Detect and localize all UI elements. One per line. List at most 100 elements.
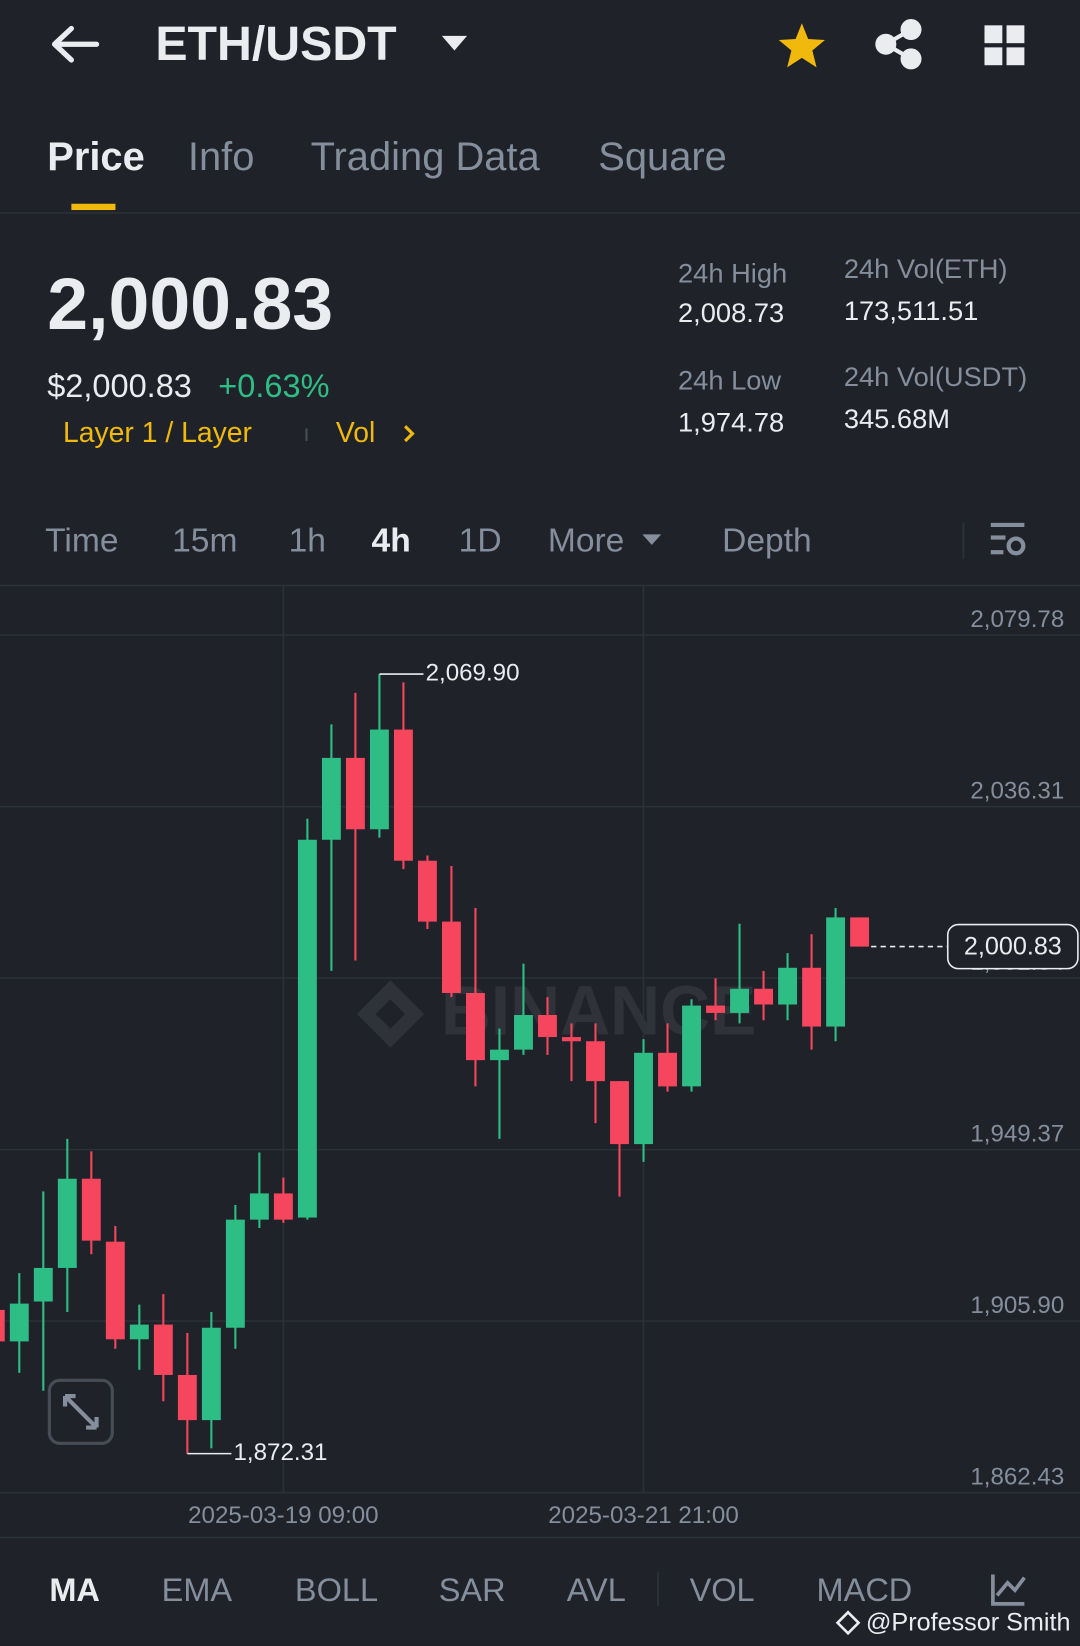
candle-body: [57, 1178, 77, 1268]
tag[interactable]: Vol: [336, 417, 375, 449]
tab[interactable]: Info: [188, 135, 255, 179]
candle-body: [153, 1324, 173, 1375]
indicator-settings[interactable]: [991, 1574, 1026, 1606]
watermark-text: BINANCE: [441, 971, 757, 1049]
separator: [657, 1572, 660, 1606]
candle-body: [754, 988, 774, 1005]
chart-settings[interactable]: [990, 522, 1026, 556]
more-dropdown[interactable]: [642, 534, 662, 545]
y-tick-label: 2,036.31: [970, 777, 1064, 804]
candle-body: [81, 1178, 101, 1241]
interval[interactable]: Depth: [722, 523, 812, 560]
candle-body: [586, 1041, 605, 1082]
candle-body: [538, 1015, 557, 1038]
last-price-box: [946, 923, 1079, 970]
low-label: 1,872.31: [234, 1439, 328, 1466]
indicator[interactable]: AVL: [567, 1572, 626, 1608]
divider: [0, 584, 1080, 587]
interval[interactable]: 1h: [289, 523, 326, 560]
candle-body: [225, 1219, 245, 1328]
candle-body: [249, 1193, 269, 1220]
candle-body: [514, 1015, 533, 1050]
candle-body: [802, 967, 822, 1027]
tag-chevron: [404, 425, 415, 443]
candle-body: [634, 1052, 653, 1145]
expand-button[interactable]: [47, 1378, 114, 1445]
stat-label: 24h High: [678, 257, 787, 288]
candle-body: [33, 1267, 53, 1302]
credit: @Professor Smith: [866, 1608, 1071, 1636]
candle-body: [273, 1193, 293, 1220]
candle-body: [826, 917, 846, 1027]
stat-label: 24h Vol(ETH): [844, 253, 1008, 284]
stat-value: 2,008.73: [678, 297, 784, 328]
candle-body: [466, 992, 485, 1061]
candle-body: [850, 917, 870, 947]
interval[interactable]: More: [548, 523, 625, 560]
price-change: +0.63%: [218, 368, 329, 404]
menu-grid[interactable]: [984, 25, 1025, 66]
x-tick-label: 2025-03-19 09:00: [188, 1502, 378, 1529]
y-tick-label: 1,905.90: [970, 1292, 1064, 1319]
separator: [962, 522, 965, 559]
stat-value: 345.68M: [844, 403, 950, 434]
indicator[interactable]: EMA: [162, 1572, 233, 1608]
candle-body: [562, 1037, 581, 1042]
indicator[interactable]: MACD: [817, 1572, 913, 1608]
stat-label: 24h Vol(USDT): [844, 361, 1027, 392]
candle-body: [345, 757, 365, 830]
candle-body: [441, 921, 461, 993]
candle-body: [321, 757, 341, 840]
high-label: 2,069.90: [426, 659, 520, 686]
candle-body: [730, 988, 749, 1013]
pair-dropdown[interactable]: [441, 35, 468, 51]
candle-body: [201, 1327, 221, 1421]
pair-title[interactable]: ETH/USDT: [155, 17, 396, 71]
stat-label: 24h Low: [678, 364, 781, 395]
tag[interactable]: Layer 1 / Layer: [63, 417, 252, 449]
usd-price: $2,000.83: [47, 368, 192, 404]
back-button[interactable]: [51, 25, 100, 63]
indicator[interactable]: MA: [49, 1572, 100, 1608]
stat-value: 1,974.78: [678, 406, 784, 437]
candle-body: [682, 1005, 701, 1087]
candle-plot: [0, 674, 870, 1454]
y-tick-label: 1,949.37: [970, 1120, 1064, 1147]
tab[interactable]: Trading Data: [311, 135, 541, 179]
tab[interactable]: Price: [47, 135, 145, 179]
share-button[interactable]: [875, 19, 922, 70]
last-price: 2,000.83: [47, 262, 333, 345]
candle-body: [105, 1241, 125, 1340]
candle-body: [129, 1324, 149, 1340]
tab[interactable]: Square: [598, 135, 727, 179]
y-tick-label: 1,862.43: [970, 1463, 1064, 1490]
candle-body: [369, 729, 389, 830]
interval[interactable]: Time: [45, 523, 118, 560]
candle-body: [658, 1052, 677, 1087]
indicator[interactable]: VOL: [690, 1572, 755, 1608]
separator: [305, 428, 308, 441]
favorite-star[interactable]: [778, 23, 825, 68]
interval[interactable]: 4h: [372, 523, 411, 560]
y-tick-label: 2,079.78: [970, 606, 1064, 633]
candle-body: [0, 1309, 5, 1342]
last-price-label: 2,000.83: [964, 932, 1062, 960]
credit-logo: [835, 1610, 861, 1636]
candle-body: [9, 1303, 29, 1342]
indicator[interactable]: SAR: [439, 1572, 506, 1608]
candle-body: [610, 1081, 629, 1145]
candle-body: [490, 1049, 509, 1061]
candle-body: [393, 729, 413, 861]
interval[interactable]: 15m: [172, 523, 237, 560]
divider: [0, 212, 1080, 214]
candle-body: [706, 1005, 725, 1013]
tab-indicator: [71, 203, 116, 211]
candle-body: [417, 860, 437, 922]
stat-value: 173,511.51: [844, 295, 978, 326]
interval[interactable]: 1D: [459, 523, 502, 560]
candle-body: [778, 967, 798, 1005]
indicator[interactable]: BOLL: [295, 1572, 378, 1608]
divider: [0, 1536, 1080, 1539]
